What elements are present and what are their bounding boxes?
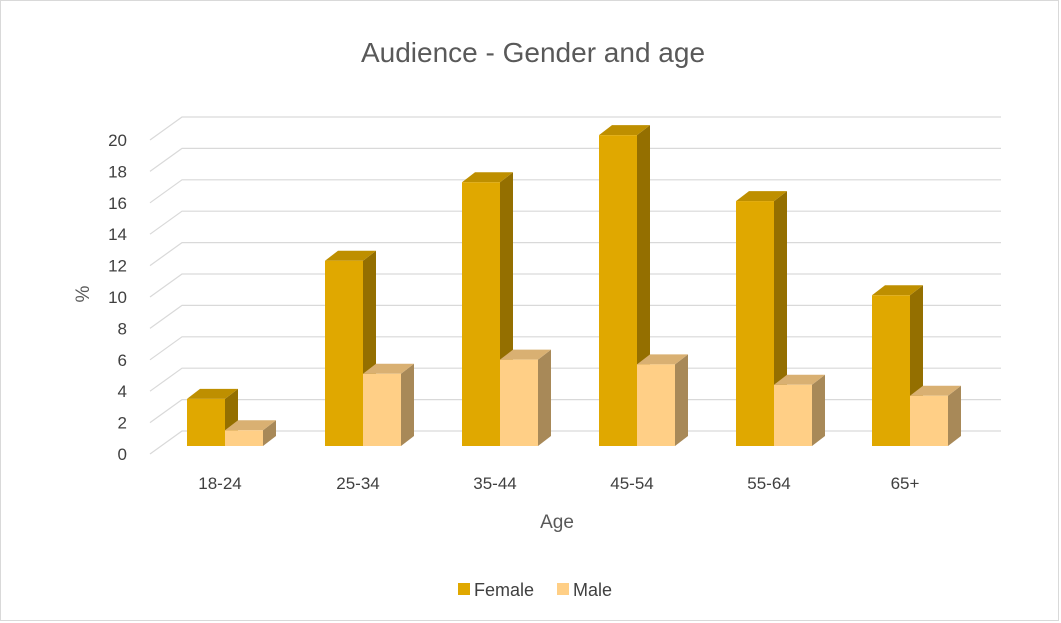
x-tick-label: 35-44 — [473, 474, 516, 493]
bar-male-65+ — [910, 385, 961, 446]
y-tick-label: 14 — [108, 225, 127, 244]
bar-top — [325, 250, 376, 261]
gridline — [149, 210, 1001, 235]
y-tick-label: 8 — [118, 319, 127, 338]
y-tick-label: 4 — [118, 382, 127, 401]
legend-label: Female — [474, 580, 534, 600]
legend: Female Male — [458, 580, 612, 600]
bar-side — [812, 374, 825, 446]
x-tick-label: 65+ — [891, 474, 920, 493]
gridline — [149, 116, 1001, 141]
bar-male-55-64 — [774, 374, 825, 446]
gridline — [149, 304, 1001, 329]
bar-front — [736, 201, 774, 446]
bar-top — [736, 191, 787, 202]
bar-top — [500, 349, 551, 360]
bar-female-65+ — [872, 285, 923, 446]
y-tick-label: 0 — [118, 445, 127, 464]
bar-front — [187, 398, 225, 446]
bar-front — [774, 384, 812, 446]
legend-swatch — [458, 583, 470, 595]
bar-top — [187, 388, 238, 399]
bar-front — [599, 135, 637, 446]
legend-label: Male — [573, 580, 612, 600]
bar-top — [462, 172, 513, 183]
legend-swatch — [557, 583, 569, 595]
gridline — [149, 147, 1001, 172]
y-tick-label: 18 — [108, 162, 127, 181]
bar-top — [637, 354, 688, 365]
bar-top — [599, 125, 650, 136]
gridline — [149, 273, 1001, 298]
bar-side — [401, 363, 414, 446]
gridline — [149, 179, 1001, 204]
chart-title: Audience - Gender and age — [361, 37, 705, 68]
y-tick-label: 10 — [108, 288, 127, 307]
gridlines — [149, 116, 1001, 455]
bar-top — [363, 363, 414, 374]
x-tick-label: 18-24 — [198, 474, 241, 493]
y-tick-label: 2 — [118, 414, 127, 433]
bar-side — [948, 385, 961, 446]
bar-front — [637, 364, 675, 446]
bar-front — [225, 430, 263, 446]
bar-front — [363, 373, 401, 446]
y-tick-label: 6 — [118, 351, 127, 370]
gridline — [149, 336, 1001, 361]
y-tick-label: 16 — [108, 194, 127, 213]
bar-top — [910, 385, 961, 396]
x-axis-label: Age — [540, 512, 574, 533]
bar-front — [872, 295, 910, 446]
gridline — [149, 242, 1001, 267]
gridline — [149, 399, 1001, 424]
y-axis-label: % — [73, 285, 94, 302]
x-tick-label: 25-34 — [336, 474, 379, 493]
bar-front — [500, 359, 538, 446]
bar-side — [538, 349, 551, 446]
legend-item-female: Female — [458, 580, 534, 600]
x-axis-ticks: 18-24 25-34 35-44 45-54 55-64 65+ — [198, 474, 919, 493]
bar-top — [774, 374, 825, 385]
gridline — [149, 367, 1001, 392]
bar-male-45-54 — [637, 354, 688, 446]
bars — [187, 125, 961, 447]
legend-item-male: Male — [557, 580, 612, 600]
bar-side — [675, 354, 688, 446]
x-tick-label: 55-64 — [747, 474, 790, 493]
bar-male-18-24 — [225, 420, 276, 446]
bar-front — [462, 182, 500, 447]
bar-side — [263, 420, 276, 446]
bar-male-35-44 — [500, 349, 551, 446]
y-tick-label: 12 — [108, 257, 127, 276]
bar-male-25-34 — [363, 363, 414, 446]
x-tick-label: 45-54 — [610, 474, 653, 493]
bar-top — [225, 420, 276, 431]
bar-top — [872, 285, 923, 296]
y-axis-ticks: 0 2 4 6 8 10 12 14 16 18 20 — [108, 131, 127, 464]
gridline — [149, 430, 1001, 455]
bar-front — [910, 395, 948, 446]
bar-front — [325, 260, 363, 446]
y-tick-label: 20 — [108, 131, 127, 150]
